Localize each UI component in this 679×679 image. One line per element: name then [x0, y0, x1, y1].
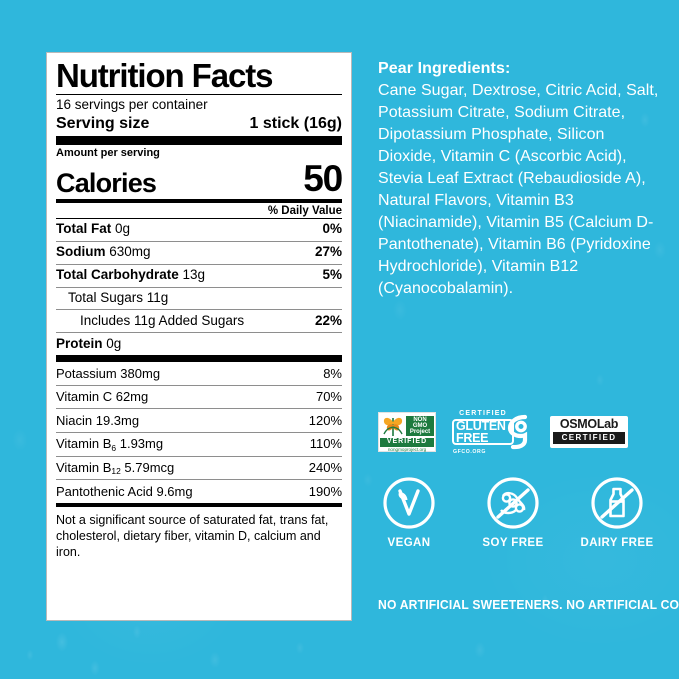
dairy-free-badge: DAIRY FREE: [581, 476, 653, 549]
osmolab-name: OSMOLab: [559, 417, 619, 431]
divider-title: [56, 93, 342, 95]
nutrient-daily-value: 0%: [322, 221, 342, 237]
non-gmo-line2: GMO: [412, 422, 428, 429]
nutrient-label: Total Sugars 11g: [68, 290, 169, 306]
non-gmo-line3: Project: [409, 429, 431, 436]
soy-free-label: SOY FREE: [482, 537, 544, 549]
ingredients-heading: Pear Ingredients:: [378, 60, 511, 77]
certified-gluten-free-badge: CERTIFIED GLUTEN FREE GFCO.ORG: [450, 410, 536, 455]
nutrient-row: Sodium 630mg 27%: [56, 242, 342, 264]
daily-value-header: % Daily Value: [267, 204, 342, 217]
tagline: NO ARTIFICIAL SWEETENERS. NO ARTIFICIAL …: [378, 598, 679, 612]
vegan-badge: VEGAN: [378, 476, 440, 549]
divider-vitamin: [56, 455, 342, 457]
nutrient-row: Total Sugars 11g: [56, 288, 342, 310]
nutrient-label: Total Carbohydrate 13g: [56, 267, 206, 283]
divider-nutrient: [56, 309, 342, 311]
gluten-free-wordmark: GLUTEN FREE: [456, 419, 506, 445]
nutrient-label: Protein 0g: [56, 335, 122, 351]
non-gmo-line1: NON: [413, 416, 427, 423]
serving-size-row: Serving size 1 stick (16g): [56, 114, 342, 136]
gluten-free-word1: GLUTEN: [456, 419, 506, 433]
non-gmo-project-verified-badge: NON GMO Project VERIFIED nongmoproject.o…: [378, 412, 436, 452]
nutrient-row: Includes 11g Added Sugars 22%: [56, 310, 342, 332]
divider-nutrient: [56, 240, 342, 242]
soy-free-icon: [486, 476, 540, 530]
divider-thick-top: [56, 135, 342, 145]
non-gmo-verified-label: VERIFIED: [380, 438, 434, 447]
calories-row: Calories 50: [56, 157, 343, 199]
divider-vitamin: [56, 408, 342, 410]
dairy-free-label: DAIRY FREE: [580, 537, 654, 549]
divider-thick-mid: [56, 355, 342, 363]
osmolab-certified-badge: OSMOLab CERTIFIED: [550, 416, 628, 448]
vitamin-daily-value: 110%: [309, 436, 342, 452]
ingredients-panel: Pear Ingredients: Cane Sugar, Dextrose, …: [378, 58, 663, 300]
nutrition-facts-panel: Nutrition Facts 16 servings per containe…: [46, 52, 352, 621]
soy-free-badge: SOY FREE: [482, 476, 544, 549]
vegan-icon: [382, 476, 436, 530]
vitamin-label: Potassium 380mg: [56, 365, 161, 381]
nutrient-label: Sodium 630mg: [56, 244, 151, 260]
divider-nutrient: [56, 263, 342, 265]
nutrient-daily-value: 22%: [314, 312, 342, 328]
serving-size-value: 1 stick (16g): [249, 114, 342, 132]
vitamin-row: Pantothenic Acid 9.6mg 190%: [56, 480, 342, 503]
osmolab-certified-label: CERTIFIED: [553, 432, 625, 445]
nutrient-label: Total Fat 0g: [56, 221, 131, 237]
butterfly-icon: [380, 414, 406, 438]
amount-per-serving-label: Amount per serving: [56, 146, 160, 159]
nutrient-rows: Total Fat 0g 0% Sodium 630mg 27% Total Carbo…: [56, 219, 342, 355]
nutrient-label: Includes 11g Added Sugars: [80, 312, 245, 328]
divider-med-calories: [56, 198, 342, 203]
vitamin-rows: Potassium 380mg 8% Vitamin C 62mg 70% Niacin…: [56, 362, 342, 503]
non-gmo-top: NON GMO Project: [380, 414, 434, 438]
vitamin-label: Vitamin C 62mg: [56, 389, 149, 405]
nutrition-facts-title: Nutrition Facts: [56, 57, 273, 94]
divider-nutrient: [56, 286, 342, 288]
nutrient-daily-value: 5%: [322, 267, 342, 283]
vitamin-daily-value: 240%: [308, 460, 342, 476]
gluten-free-word2: FREE: [456, 430, 489, 445]
calories-value: 50: [303, 157, 343, 199]
vitamin-daily-value: 120%: [308, 412, 342, 428]
divider-vitamin: [56, 479, 342, 481]
non-gmo-url: nongmoproject.org: [387, 446, 427, 452]
nutrient-daily-value: 27%: [314, 244, 342, 260]
nutrient-row: Total Carbohydrate 13g 5%: [56, 265, 342, 287]
gluten-free-certified-label: CERTIFIED: [459, 410, 507, 417]
vegan-label: VEGAN: [387, 537, 431, 549]
divider-med-bottom: [56, 502, 342, 507]
vitamin-row: Vitamin C 62mg 70%: [56, 386, 342, 409]
divider-vitamin: [56, 384, 342, 386]
divider-nutrient: [56, 332, 342, 334]
vitamin-label: Niacin 19.3mg: [56, 412, 140, 428]
nutrient-row: Protein 0g: [56, 333, 342, 355]
vitamin-label: Vitamin B12 5.79mcg: [56, 460, 175, 477]
non-gmo-wordmark: NON GMO Project: [406, 415, 434, 437]
serving-size-label: Serving size: [56, 114, 150, 132]
vitamin-daily-value: 8%: [323, 365, 342, 381]
servings-per-container: 16 servings per container: [56, 96, 208, 112]
diet-icon-group: VEGAN SOY FREE: [378, 476, 653, 549]
divider-vitamin: [56, 431, 342, 433]
vitamin-row: Niacin 19.3mg 120%: [56, 409, 342, 432]
ingredients-body: Cane Sugar, Dextrose, Citric Acid, Salt,…: [378, 81, 659, 298]
vitamin-row: Vitamin B12 5.79mcg 240%: [56, 457, 342, 480]
calories-label: Calories: [56, 167, 157, 198]
vitamin-row: Potassium 380mg 8%: [56, 362, 342, 385]
divider-dv: [56, 217, 342, 219]
dairy-free-icon: [590, 476, 644, 530]
gfco-g-icon: [498, 412, 536, 450]
gfco-url: GFCO.ORG: [453, 449, 487, 455]
vitamin-daily-value: 190%: [308, 483, 342, 499]
footnote-text: Not a significant source of saturated fa…: [56, 512, 329, 560]
vitamin-row: Vitamin B6 1.93mg 110%: [56, 433, 342, 456]
vitamin-label: Pantothenic Acid 9.6mg: [56, 483, 193, 499]
vitamin-label: Vitamin B6 1.93mg: [56, 436, 164, 453]
nutrient-row: Total Fat 0g 0%: [56, 219, 342, 241]
vitamin-daily-value: 70%: [315, 389, 342, 405]
certification-badges: NON GMO Project VERIFIED nongmoproject.o…: [378, 410, 628, 455]
